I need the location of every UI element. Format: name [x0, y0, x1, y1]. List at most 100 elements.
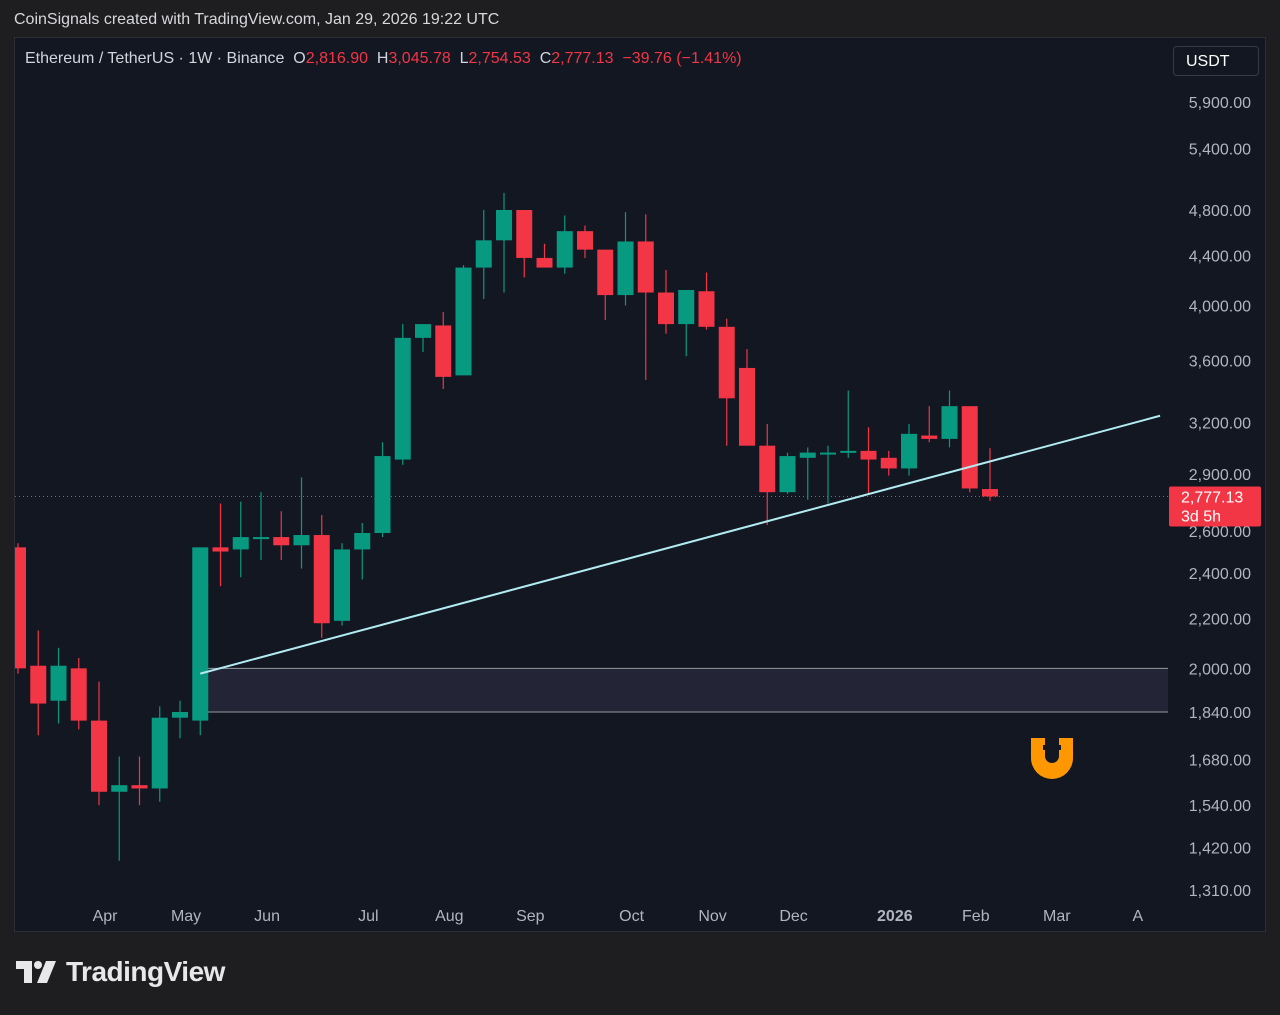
candle-body	[475, 240, 492, 268]
candle-body	[273, 537, 290, 546]
price-axis-label: 3,600.00	[1189, 354, 1251, 371]
candle-body	[374, 456, 391, 534]
candle-body	[658, 292, 674, 325]
candle-body	[394, 337, 411, 460]
candle	[15, 543, 26, 674]
candle	[70, 657, 87, 730]
candle	[556, 215, 573, 274]
candle-body	[617, 241, 634, 296]
candle-body	[516, 210, 533, 258]
candle	[475, 210, 492, 299]
candle	[232, 501, 249, 578]
candle	[516, 210, 533, 278]
candle-body	[131, 785, 148, 789]
candle-body	[91, 720, 107, 792]
change-value: −39.76 (−1.41%)	[622, 50, 742, 67]
candle	[860, 427, 877, 495]
time-axis-label: Mar	[1043, 908, 1071, 925]
candle	[293, 477, 310, 569]
high-value: 3,045.78	[388, 50, 451, 67]
price-chart[interactable]: 1,310.00 1,420.00 1,540.00 1,680.00 1,840.00…	[15, 38, 1265, 931]
candle-body	[577, 231, 593, 250]
candle-body	[151, 717, 168, 789]
price-axis-label: 1,680.00	[1189, 753, 1251, 770]
candle	[739, 349, 755, 446]
candle-body	[820, 452, 836, 455]
time-axis-label: Jun	[254, 908, 280, 925]
candle-body	[536, 257, 553, 268]
candle	[253, 492, 269, 560]
candle	[131, 756, 148, 806]
candle	[759, 423, 776, 525]
price-axis-label: 3,200.00	[1189, 415, 1251, 432]
candle-body	[293, 535, 310, 546]
price-tag-layer: 2,777.13 3d 5h	[1169, 486, 1261, 527]
candle	[718, 318, 735, 446]
price-axis-label: 1,420.00	[1189, 841, 1251, 858]
candle	[840, 390, 857, 458]
candle-body	[597, 249, 614, 296]
open-value: 2,816.90	[305, 50, 368, 67]
low-value: 2,754.53	[468, 50, 531, 67]
price-axis-label: 2,400.00	[1189, 566, 1251, 583]
candle	[334, 543, 350, 626]
close-value: 2,777.13	[551, 50, 614, 67]
candle	[415, 324, 431, 352]
candle-body	[901, 433, 917, 469]
candle-body	[678, 289, 695, 325]
candle-body	[334, 549, 350, 621]
candle-body	[253, 537, 269, 540]
candle	[941, 390, 958, 448]
last-price-tag-value: 2,777.13	[1181, 489, 1243, 506]
candle-body	[840, 450, 857, 453]
candle-body	[111, 785, 128, 792]
candle-body	[698, 291, 715, 327]
candle-body	[941, 406, 958, 439]
last-price-tag-countdown: 3d 5h	[1181, 508, 1221, 525]
candle-body	[799, 452, 816, 458]
tradingview-logo-icon	[16, 961, 56, 983]
last-price-tag	[1169, 486, 1261, 527]
chart-panel[interactable]: 1,310.00 1,420.00 1,540.00 1,680.00 1,840.00…	[14, 37, 1266, 932]
candle-body	[496, 210, 512, 241]
price-axis-label: 4,800.00	[1189, 203, 1251, 220]
candle-body	[30, 665, 47, 704]
candle-body	[435, 325, 452, 377]
time-axis-label: 2026	[877, 908, 913, 925]
tradingview-logo[interactable]: TradingView	[16, 956, 225, 988]
candle	[658, 270, 674, 334]
price-axis-label: 5,900.00	[1189, 95, 1251, 112]
candle	[597, 249, 614, 321]
time-axis-label: Nov	[698, 908, 726, 925]
time-axis-label: Dec	[779, 908, 807, 925]
price-axis-label: 1,310.00	[1189, 883, 1251, 900]
candle	[698, 272, 715, 330]
candle	[151, 706, 168, 802]
candle-body	[759, 445, 776, 493]
candle-body	[961, 406, 978, 489]
time-axis-label: Apr	[93, 908, 119, 925]
candle-body	[192, 547, 209, 721]
candle-body	[982, 489, 998, 497]
candle-body	[415, 324, 431, 338]
candle	[374, 442, 391, 538]
ohlc-legend: Ethereum / TetherUS · 1W · Binance O2,81…	[25, 50, 742, 68]
close-label: C	[539, 50, 552, 67]
candle	[455, 265, 472, 376]
currency-button[interactable]: USDT	[1173, 46, 1259, 76]
magnet-icon	[1031, 738, 1073, 779]
chart-header-title: CoinSignals created with TradingView.com…	[14, 11, 500, 28]
price-axis-label: 4,000.00	[1189, 298, 1251, 315]
trendline	[199, 414, 1161, 675]
symbol-info[interactable]: Ethereum / TetherUS · 1W · Binance	[25, 50, 285, 67]
time-axis-label: Feb	[962, 908, 990, 925]
candle	[313, 515, 330, 638]
price-axis: 1,310.00 1,420.00 1,540.00 1,680.00 1,840.00…	[1189, 95, 1251, 900]
candle	[212, 503, 229, 587]
time-axis-label: Sep	[516, 908, 545, 925]
time-axis-label: May	[171, 908, 201, 925]
candle	[172, 700, 188, 739]
candle	[30, 630, 47, 736]
candle	[617, 212, 634, 306]
candle	[820, 445, 836, 504]
